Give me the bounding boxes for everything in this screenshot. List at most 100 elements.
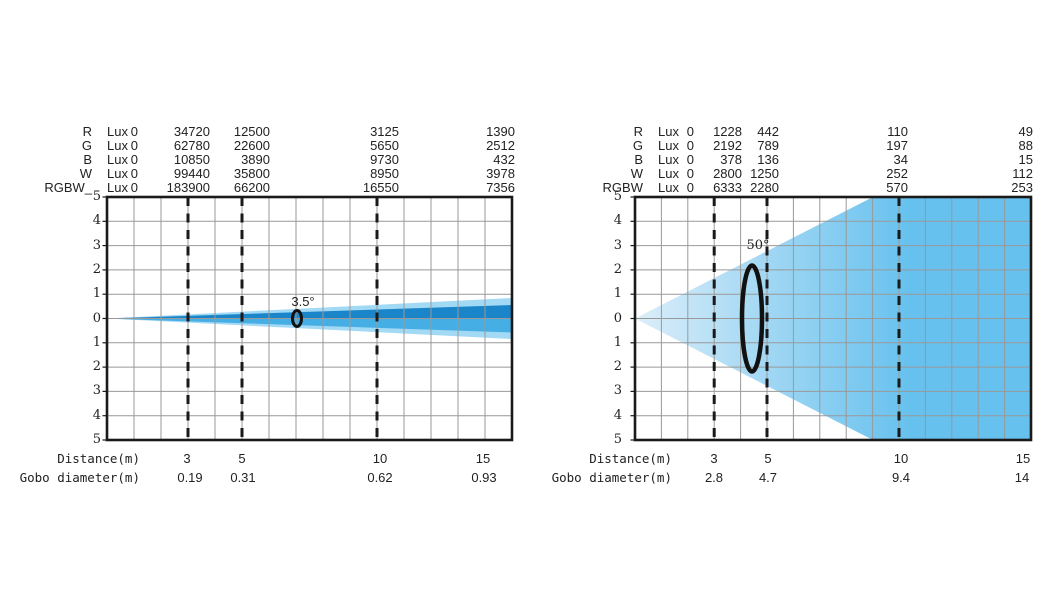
lux-value-G-v5: 22600 (233, 138, 270, 153)
lux-row-channel-R: R (633, 124, 643, 139)
chart-border (633, 195, 1033, 442)
distance-row-label: Distance(m) (57, 451, 140, 466)
lux-value-B-v3: 10850 (173, 152, 210, 167)
lux-row-channel-R: R (82, 124, 92, 139)
lux-value-R-v15: 49 (1018, 124, 1033, 139)
lux-value-R-v15: 1390 (486, 124, 515, 139)
lux-value-R-v3: 34720 (173, 124, 210, 139)
lux-value-RGBW-v5: 2280 (750, 180, 779, 195)
y-axis-tick-label: 4 (613, 213, 622, 229)
y-axis-tick-label: 5 (613, 432, 622, 447)
distance-row-label: Distance(m) (589, 451, 672, 466)
lux-value-G-v15: 2512 (486, 138, 515, 153)
y-axis-tick-label: 2 (92, 261, 101, 277)
gobo-diameter-value: 4.7 (758, 470, 778, 485)
lux-value-W-v10: 8950 (370, 166, 399, 181)
lux-value-RGBW-v0: 0 (686, 180, 694, 195)
y-axis-tick-label: 2 (613, 261, 622, 277)
y-axis-tick-label: 5 (613, 189, 622, 204)
lux-value-RGBW_-v5: 66200 (233, 180, 270, 195)
gobo-diameter-value: 2.8 (704, 470, 724, 485)
lux-row-channel-G: G (632, 138, 643, 153)
lux-value-B-v15: 15 (1018, 152, 1033, 167)
lux-value-G-v15: 88 (1018, 138, 1033, 153)
lux-value-B-v0: 0 (130, 152, 138, 167)
distance-value-3m: 3 (183, 451, 191, 466)
y-axis-tick-label: 4 (92, 407, 101, 423)
lux-value-RGBW_-v0: 0 (130, 180, 138, 195)
lux-row-unit: Lux (658, 124, 679, 139)
lux-value-W-v15: 3978 (486, 166, 515, 181)
lux-value-W-v3: 99440 (173, 166, 210, 181)
lux-value-R-v10: 3125 (370, 124, 399, 139)
lux-value-G-v3: 62780 (173, 138, 210, 153)
lux-value-R-v5: 442 (757, 124, 779, 139)
lux-row-unit: Lux (658, 138, 679, 153)
distance-value-15m: 15 (475, 451, 491, 466)
lux-row-unit: Lux (107, 180, 128, 195)
beam-angle-label: 50° (746, 238, 770, 253)
lux-value-W-v0: 0 (686, 166, 694, 181)
beam-angle-label: 3.5° (291, 294, 315, 309)
gobo-diameter-value: 0.62 (367, 470, 393, 485)
lux-value-W-v10: 252 (886, 166, 908, 181)
lux-value-W-v5: 1250 (750, 166, 779, 181)
lux-value-RGBW-v15: 253 (1011, 180, 1033, 195)
y-axis-tick-label: 5 (92, 432, 101, 447)
gobo-diameter-value: 9.4 (891, 470, 911, 485)
lux-row-channel-RGBW_: RGBW_ (44, 180, 92, 195)
y-axis-tick-label: 4 (613, 407, 622, 423)
lux-value-RGBW_-v3: 183900 (166, 180, 210, 195)
chart-border (105, 195, 514, 442)
y-axis-tick-label: 5 (92, 189, 101, 204)
gobo-diameter-row-label: Gobo diameter(m) (19, 470, 140, 485)
lux-row-channel-RGBW: RGBW (602, 180, 643, 195)
lux-row-channel-B: B (634, 152, 643, 167)
lux-row-channel-W: W (79, 166, 92, 181)
lux-value-G-v0: 0 (686, 138, 694, 153)
lux-row-unit: Lux (107, 138, 128, 153)
distance-value-10m: 10 (372, 451, 388, 466)
y-axis-tick-label: 4 (92, 213, 101, 229)
lux-value-R-v5: 12500 (233, 124, 270, 139)
distance-value-5m: 5 (238, 451, 246, 466)
lux-value-G-v5: 789 (757, 138, 779, 153)
distance-value-5m: 5 (764, 451, 772, 466)
lux-row-channel-B: B (83, 152, 92, 167)
lux-row-channel-G: G (81, 138, 92, 153)
lux-value-B-v5: 136 (757, 152, 779, 167)
lux-value-R-v10: 110 (887, 124, 908, 139)
lux-row-unit: Lux (107, 152, 128, 167)
lux-row-channel-W: W (630, 166, 643, 181)
y-axis-tick-label: 3 (92, 383, 101, 399)
lux-row-unit: Lux (658, 152, 679, 167)
lux-value-G-v10: 5650 (370, 138, 399, 153)
lux-value-RGBW-v10: 570 (886, 180, 908, 195)
y-axis-tick-label: 1 (92, 286, 101, 302)
y-axis-tick-label: 0 (92, 310, 101, 326)
gobo-diameter-row-label: Gobo diameter(m) (551, 470, 672, 485)
lux-value-W-v3: 2800 (713, 166, 742, 181)
lux-value-RGBW_-v15: 7356 (486, 180, 515, 195)
lux-value-R-v0: 0 (130, 124, 138, 139)
y-axis-tick-label: 0 (613, 310, 622, 326)
beam-cone-core-upper (107, 305, 512, 319)
lux-value-G-v3: 2192 (713, 138, 742, 153)
lux-value-B-v10: 34 (893, 152, 908, 167)
gobo-ellipse-marker (291, 309, 303, 328)
y-axis-tick-label: 2 (613, 359, 622, 375)
y-axis-tick-label: 3 (613, 383, 622, 399)
lux-value-R-v3: 1228 (713, 124, 742, 139)
lux-row-unit: Lux (107, 166, 128, 181)
lux-row-unit: Lux (658, 180, 679, 195)
lux-value-B-v0: 0 (686, 152, 694, 167)
lux-value-R-v0: 0 (686, 124, 694, 139)
beam-cone-core-lower (107, 318, 512, 333)
gobo-diameter-value: 14 (1014, 470, 1030, 485)
lux-value-B-v5: 3890 (241, 152, 270, 167)
lux-value-W-v0: 0 (130, 166, 138, 181)
lux-value-RGBW_-v10: 16550 (362, 180, 399, 195)
distance-value-10m: 10 (893, 451, 909, 466)
